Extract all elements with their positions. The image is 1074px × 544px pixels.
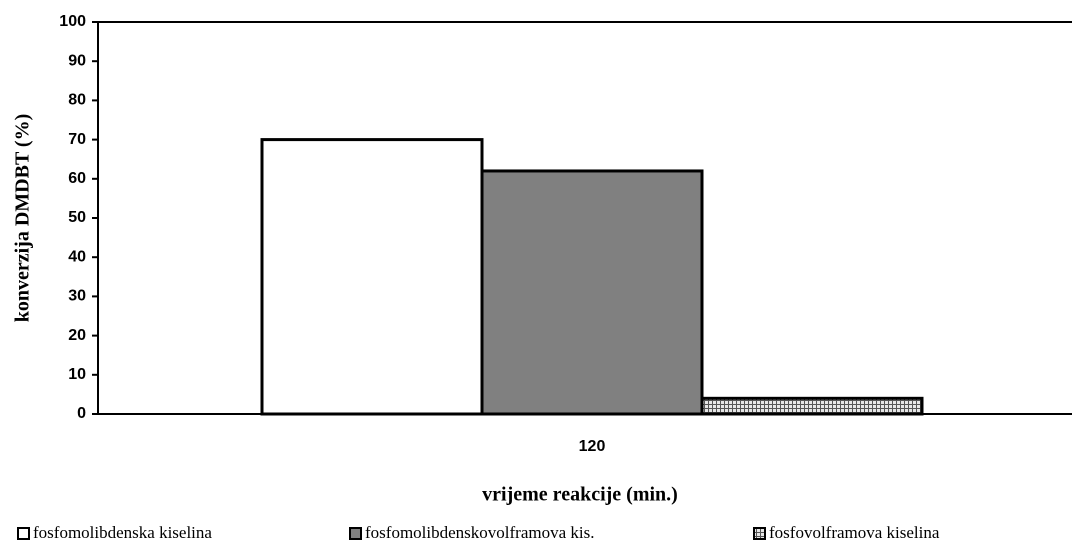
x-axis-title: vrijeme reakcije (min.) (482, 484, 678, 506)
y-tick-label: 30 (68, 288, 86, 305)
x-axis-ticks: 120 (579, 438, 606, 455)
y-tick-label: 50 (68, 209, 86, 226)
y-tick-label: 70 (68, 131, 86, 148)
legend-swatch (349, 527, 362, 540)
y-tick-label: 90 (68, 52, 86, 69)
y-tick-label: 80 (68, 92, 86, 109)
y-axis-ticks: 0 10 20 30 40 50 60 70 80 90 100 (59, 13, 98, 422)
y-tick-label: 60 (68, 170, 86, 187)
y-tick-label: 0 (77, 405, 86, 422)
y-tick-label: 100 (59, 13, 86, 30)
bar (260, 138, 484, 416)
legend-label: fosfomolibdenska kiselina (33, 523, 212, 542)
x-tick-label: 120 (579, 438, 606, 455)
y-axis-title: konverzija DMDBT (%) (12, 114, 34, 323)
legend-swatch (17, 527, 30, 540)
y-tick-label: 20 (68, 327, 86, 344)
legend-swatch (753, 527, 766, 540)
y-tick-label: 40 (68, 248, 86, 265)
legend: fosfomolibdenska kiselina fosfomolibdensk… (17, 523, 940, 542)
bars (260, 138, 924, 416)
bar (700, 396, 924, 416)
bar (480, 169, 704, 416)
y-tick-label: 10 (68, 366, 86, 383)
legend-label: fosfovolframova kiselina (769, 523, 940, 542)
legend-label: fosfomolibdenskovolframova kis. (365, 523, 594, 542)
